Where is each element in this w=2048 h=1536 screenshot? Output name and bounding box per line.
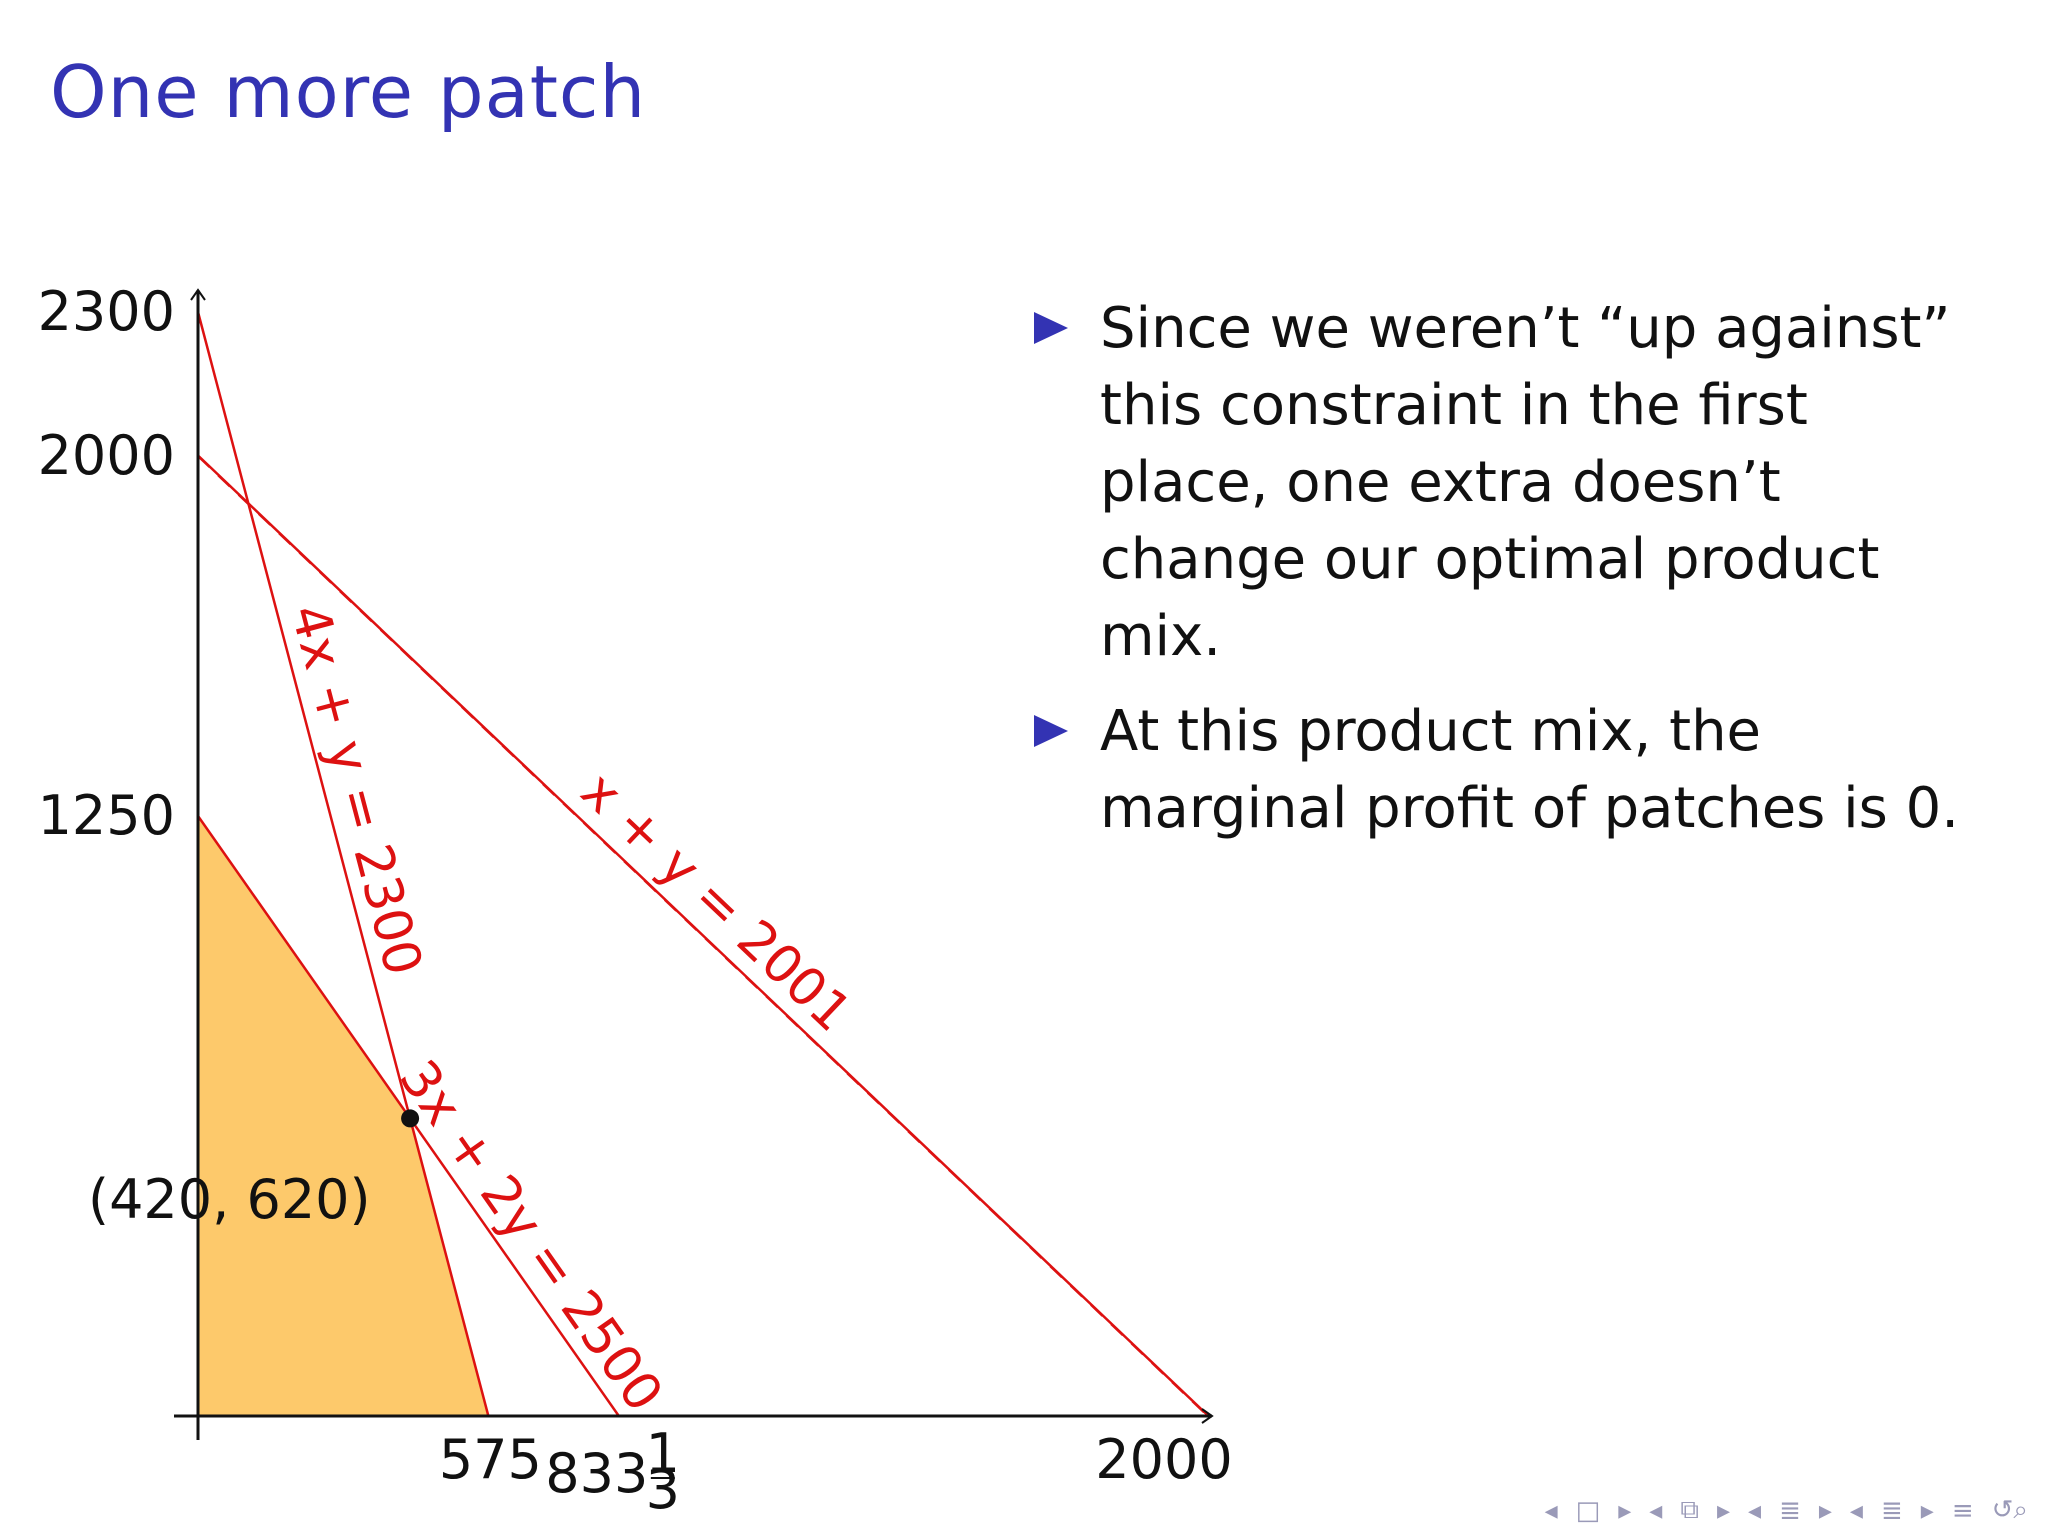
arrow-left-icon[interactable]: ◂ xyxy=(1649,1495,1663,1526)
constraint-line-3 xyxy=(197,455,1209,1417)
triangle-bullet-icon xyxy=(1034,715,1068,747)
frame-icon[interactable]: □ xyxy=(1575,1495,1601,1526)
bullet-item: Since we weren’t “up against” this const… xyxy=(1030,290,1990,675)
section-icon[interactable]: ≣ xyxy=(1779,1495,1801,1526)
optimal-point-label: (420, 620) xyxy=(88,1168,371,1231)
y-axis-arrow xyxy=(190,288,206,301)
arrow-left-icon[interactable]: ◂ xyxy=(1544,1495,1558,1526)
bullet-item: At this product mix, the marginal profit… xyxy=(1030,693,1990,847)
triangle-bullet-icon xyxy=(1034,312,1068,344)
arrow-right-icon[interactable]: ▸ xyxy=(1618,1495,1632,1526)
feasible-region xyxy=(198,816,489,1416)
bullet-text: At this product mix, the marginal profit… xyxy=(1100,699,1960,841)
x-tick-frac-den: 3 xyxy=(646,1458,680,1521)
bullet-text: Since we weren’t “up against” this const… xyxy=(1100,296,1951,669)
align-icon[interactable]: ≡ xyxy=(1951,1495,1974,1526)
y-tick-label: 2300 xyxy=(38,280,175,343)
constraint-lines xyxy=(196,311,1210,1417)
optimal-point xyxy=(401,1109,420,1128)
y-tick-label: 2000 xyxy=(38,424,175,487)
arrow-right-icon[interactable]: ▸ xyxy=(1818,1495,1832,1526)
arrow-right-icon[interactable]: ▸ xyxy=(1716,1495,1730,1526)
x-tick-frac-num: 1 xyxy=(646,1422,680,1485)
arrow-left-icon[interactable]: ◂ xyxy=(1849,1495,1863,1526)
arrow-left-icon[interactable]: ◂ xyxy=(1748,1495,1762,1526)
constraint-line-0 xyxy=(196,311,490,1417)
x-tick-label: 833 xyxy=(545,1442,648,1505)
slide-icon[interactable]: ≣ xyxy=(1880,1495,1903,1526)
line-label: x + y = 2001 xyxy=(569,761,862,1044)
y-tick-label: 1250 xyxy=(38,784,175,847)
arrow-right-icon[interactable]: ▸ xyxy=(1920,1495,1934,1526)
bullet-list: Since we weren’t “up against” this const… xyxy=(1030,290,1990,865)
x-tick-label: 575 xyxy=(439,1428,542,1491)
slide-title: One more patch xyxy=(50,50,647,134)
x-tick-label: 2000 xyxy=(1095,1428,1232,1491)
beamer-navigation: ◂ □ ▸ ◂ ⧉ ▸ ◂ ≣ ▸ ◂ ≣ ▸ ≡ ↺⌕ xyxy=(1545,1495,2028,1526)
subsection-icon[interactable]: ⧉ xyxy=(1680,1495,1699,1525)
x-axis-arrow xyxy=(1201,1408,1214,1424)
search-icon[interactable]: ↺⌕ xyxy=(1991,1495,2028,1525)
